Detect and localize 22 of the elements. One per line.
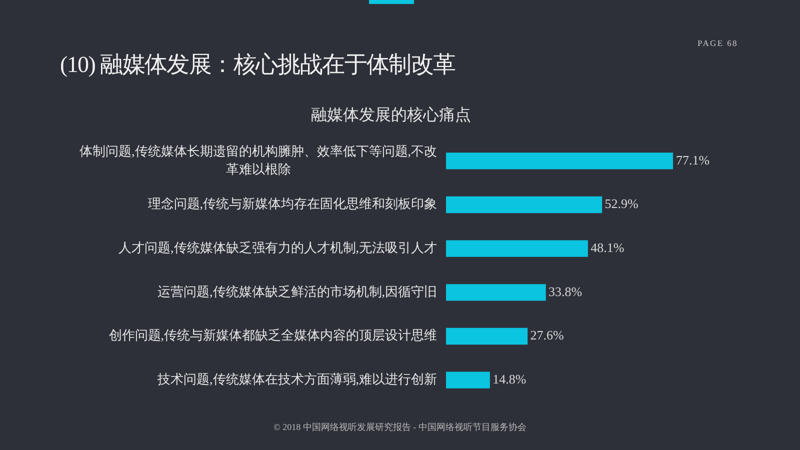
bar	[446, 284, 546, 301]
data-label: 33.8%	[548, 284, 582, 299]
y-tick-label: 技术问题,传统媒体在技术方面薄弱,难以进行创新	[156, 372, 437, 387]
bar	[446, 328, 528, 345]
bar	[446, 372, 490, 388]
y-tick-label: 理念问题,传统与新媒体均存在固化思维和刻板印象	[148, 196, 437, 212]
data-label: 27.6%	[530, 328, 564, 343]
data-label: 52.9%	[604, 196, 638, 212]
text: © 2018 中国网络视听发展研究报告 - 中国网络视听节目服务协会	[272, 421, 528, 434]
y-tick-label: 人才问题,传统媒体缺乏强有力的人才机制,无法吸引人才	[118, 240, 437, 256]
data-label: 77.1%	[676, 152, 710, 168]
chart-subtitle: 融媒体发展的核心痛点	[310, 106, 472, 126]
data-label: 48.1%	[590, 240, 624, 256]
y-tick-label: 运营问题,传统媒体缺乏鲜活的市场机制,因循守旧	[158, 284, 437, 299]
text: (10) 融媒体发展：核心挑战在于体制改革	[60, 51, 456, 79]
data-label: 14.8%	[492, 372, 526, 387]
y-tick-label: 创作问题,传统与新媒体都缺乏全媒体内容的顶层设计思维	[108, 328, 437, 343]
bar	[446, 196, 602, 214]
bar	[446, 152, 673, 170]
bar	[446, 240, 588, 257]
text: PAGE 68	[698, 37, 738, 49]
y-tick-label: 体制问题,传统媒体长期遗留的机构臃肿、效率低下等问题,不改革难以根除	[80, 143, 437, 176]
